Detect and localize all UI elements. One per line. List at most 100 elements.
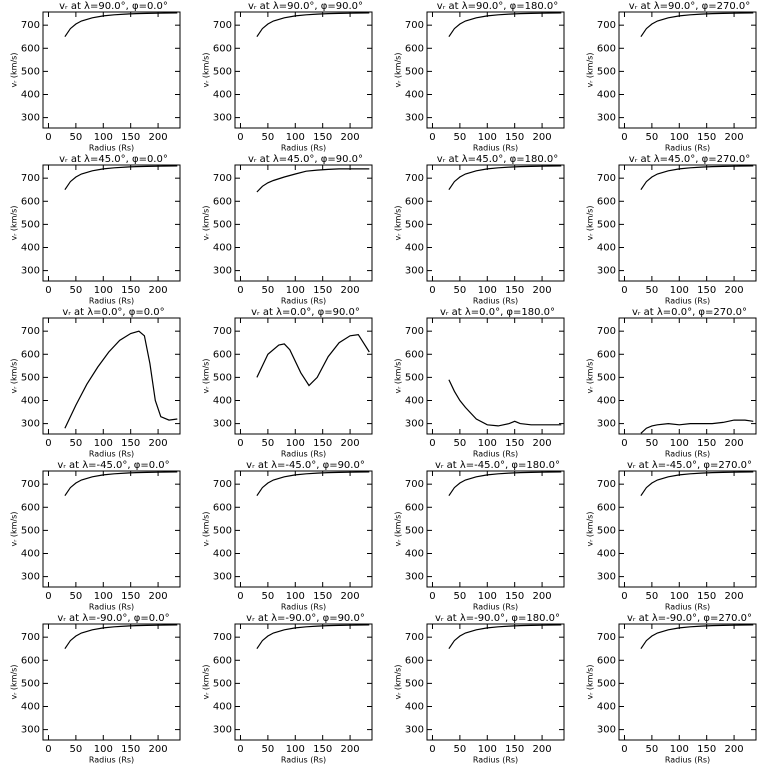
x-tick-label: 50 xyxy=(262,744,275,755)
y-tick-label: 300 xyxy=(597,572,616,583)
plot-frame xyxy=(234,164,373,282)
y-tick-label: 500 xyxy=(597,678,616,689)
panel-title: vᵣ at λ=45.0°, φ=180.0° xyxy=(437,154,558,165)
y-axis-label: vᵣ (km/s) xyxy=(394,206,403,241)
x-tick-label: 50 xyxy=(70,744,83,755)
x-tick-label: 150 xyxy=(697,285,716,296)
y-tick-label: 600 xyxy=(597,196,616,207)
y-tick-label: 600 xyxy=(405,502,424,513)
y-tick-label: 500 xyxy=(21,678,40,689)
panel-title: vᵣ at λ=-45.0°, φ=0.0° xyxy=(57,460,169,471)
x-tick-label: 0 xyxy=(621,438,627,449)
x-tick-label: 50 xyxy=(454,285,467,296)
plot-frame xyxy=(42,11,181,129)
y-tick-label: 500 xyxy=(405,372,424,383)
x-tick-label: 100 xyxy=(670,285,689,296)
y-tick-label: 400 xyxy=(213,548,232,559)
x-tick-label: 200 xyxy=(149,744,168,755)
panel: vᵣ at λ=-45.0°, φ=90.0° 0 50 100 150 200 300 40… xyxy=(202,460,373,612)
y-tick-label: 500 xyxy=(213,219,232,230)
y-tick-label: 600 xyxy=(21,43,40,54)
x-tick-label: 150 xyxy=(313,744,332,755)
y-tick-label: 600 xyxy=(21,655,40,666)
data-line xyxy=(64,12,178,38)
y-tick-label: 300 xyxy=(213,572,232,583)
panel: vᵣ at λ=45.0°, φ=0.0° 0 50 100 150 200 300 400 5… xyxy=(10,154,181,306)
x-tick-label: 100 xyxy=(478,285,497,296)
x-tick-label: 100 xyxy=(670,132,689,143)
x-tick-label: 0 xyxy=(237,132,243,143)
y-tick-label: 500 xyxy=(213,66,232,77)
y-tick-label: 500 xyxy=(213,678,232,689)
y-tick-label: 600 xyxy=(21,502,40,513)
panel: vᵣ at λ=45.0°, φ=90.0° 0 50 100 150 200 300 400… xyxy=(202,154,373,306)
x-axis-label: Radius (Rs) xyxy=(89,603,134,612)
y-tick-label: 400 xyxy=(405,89,424,100)
y-tick-label: 300 xyxy=(21,113,40,124)
x-tick-label: 150 xyxy=(697,744,716,755)
y-axis-label: vᵣ (km/s) xyxy=(586,512,595,547)
data-line xyxy=(448,471,562,497)
x-tick-label: 100 xyxy=(286,132,305,143)
y-tick-label: 700 xyxy=(597,479,616,490)
y-tick-label: 700 xyxy=(405,173,424,184)
plot-frame xyxy=(42,164,181,282)
y-tick-label: 600 xyxy=(213,502,232,513)
y-tick-label: 400 xyxy=(21,395,40,406)
y-tick-label: 500 xyxy=(213,525,232,536)
panel: vᵣ at λ=-90.0°, φ=180.0° 0 50 100 150 200 300 4… xyxy=(394,613,565,765)
y-axis-label: vᵣ (km/s) xyxy=(10,53,19,88)
x-tick-label: 150 xyxy=(697,132,716,143)
panel-title: vᵣ at λ=45.0°, φ=270.0° xyxy=(629,154,750,165)
x-tick-label: 150 xyxy=(505,132,524,143)
y-tick-label: 500 xyxy=(597,219,616,230)
x-tick-label: 100 xyxy=(670,591,689,602)
x-axis-label: Radius (Rs) xyxy=(473,144,518,153)
x-tick-label: 100 xyxy=(670,744,689,755)
y-tick-label: 300 xyxy=(21,419,40,430)
x-tick-label: 0 xyxy=(429,285,435,296)
x-tick-label: 100 xyxy=(94,591,113,602)
panel-title: vᵣ at λ=-45.0°, φ=270.0° xyxy=(627,460,752,471)
data-line xyxy=(640,419,754,434)
panel-title: vᵣ at λ=90.0°, φ=180.0° xyxy=(437,1,558,12)
x-tick-label: 50 xyxy=(262,591,275,602)
panel: vᵣ at λ=-90.0°, φ=90.0° 0 50 100 150 200 300 40… xyxy=(202,613,373,765)
data-line xyxy=(640,624,754,650)
y-tick-label: 300 xyxy=(597,113,616,124)
y-tick-label: 700 xyxy=(21,173,40,184)
y-tick-label: 700 xyxy=(213,632,232,643)
x-axis-label: Radius (Rs) xyxy=(473,603,518,612)
x-tick-label: 0 xyxy=(429,132,435,143)
x-tick-label: 0 xyxy=(237,591,243,602)
y-tick-label: 700 xyxy=(21,326,40,337)
x-tick-label: 50 xyxy=(454,438,467,449)
y-axis-label: vᵣ (km/s) xyxy=(202,53,211,88)
y-tick-label: 300 xyxy=(405,572,424,583)
data-line xyxy=(256,168,370,193)
x-tick-label: 0 xyxy=(621,744,627,755)
y-tick-label: 600 xyxy=(213,43,232,54)
y-tick-label: 300 xyxy=(21,266,40,277)
panel-title: vᵣ at λ=-90.0°, φ=180.0° xyxy=(435,613,560,624)
y-axis-label: vᵣ (km/s) xyxy=(10,359,19,394)
y-tick-label: 500 xyxy=(405,219,424,230)
y-tick-label: 500 xyxy=(597,372,616,383)
y-tick-label: 500 xyxy=(597,525,616,536)
panel: vᵣ at λ=0.0°, φ=270.0° 0 50 100 150 200 300 400… xyxy=(586,307,757,459)
y-tick-label: 300 xyxy=(597,419,616,430)
x-tick-label: 0 xyxy=(429,591,435,602)
y-tick-label: 500 xyxy=(21,372,40,383)
x-tick-label: 200 xyxy=(533,438,552,449)
x-tick-label: 150 xyxy=(313,438,332,449)
x-tick-label: 50 xyxy=(70,285,83,296)
y-tick-label: 500 xyxy=(405,66,424,77)
x-tick-label: 200 xyxy=(149,285,168,296)
x-tick-label: 50 xyxy=(70,132,83,143)
data-line xyxy=(256,624,370,650)
x-tick-label: 150 xyxy=(121,285,140,296)
x-tick-label: 150 xyxy=(121,591,140,602)
x-axis-label: Radius (Rs) xyxy=(89,450,134,459)
plot-frame xyxy=(618,470,757,588)
